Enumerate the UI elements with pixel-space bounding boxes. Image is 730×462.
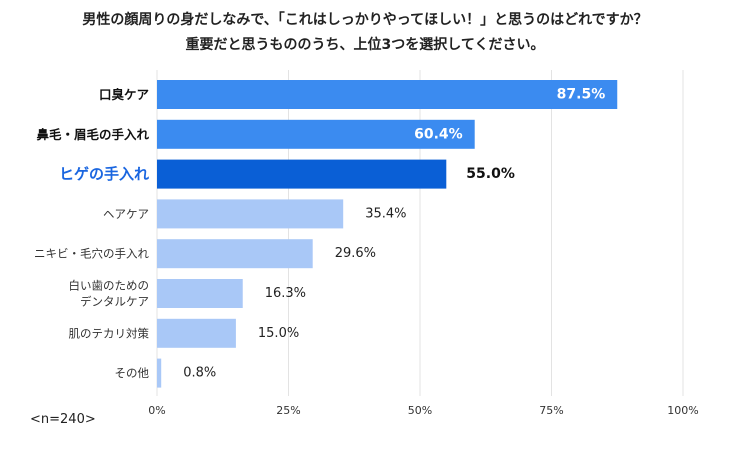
bar [157, 318, 236, 348]
data-label: 16.3% [265, 286, 306, 301]
data-label: 35.4% [365, 206, 406, 221]
x-tick-label: 100% [667, 404, 698, 417]
sample-size-note: <n=240> [30, 412, 96, 427]
category-label-line: 鼻毛・眉毛の手入れ [36, 127, 149, 142]
x-tick-label: 50% [408, 404, 432, 417]
category-label-line: ニキビ・毛穴の手入れ [34, 247, 149, 261]
category-label-line: 白い歯のための [69, 279, 150, 293]
chart-subtitle: 重要だと思うもののうち、上位3つを選択してください。 [185, 37, 545, 53]
category-label: ヒゲの手入れ [59, 165, 149, 183]
data-label: 55.0% [466, 166, 515, 182]
x-tick-label: 25% [276, 404, 300, 417]
category-label-line: デンタルケア [80, 295, 149, 309]
category-label-line: ヒゲの手入れ [59, 165, 149, 183]
category-label: 肌のテカリ対策 [69, 326, 150, 340]
category-label: 白い歯のためのデンタルケア [69, 279, 150, 309]
bar [157, 80, 618, 109]
bar [157, 239, 313, 269]
category-label-line: 口臭ケア [99, 87, 149, 102]
x-tick-label: 75% [539, 404, 563, 417]
category-label-line: 肌のテカリ対策 [69, 326, 150, 340]
bar [157, 358, 162, 388]
bar [157, 119, 475, 149]
data-label: 29.6% [335, 246, 376, 261]
category-label: ニキビ・毛穴の手入れ [34, 247, 149, 261]
x-tick-label: 0% [148, 404, 165, 417]
bar [157, 279, 243, 308]
category-label: 鼻毛・眉毛の手入れ [36, 127, 149, 142]
category-label: 口臭ケア [99, 87, 149, 102]
data-label: 87.5% [557, 87, 606, 103]
data-label: 15.0% [258, 326, 299, 341]
bar [157, 199, 344, 229]
bar [157, 159, 447, 189]
category-label-line: その他 [115, 366, 150, 380]
category-label-line: ヘアケア [103, 207, 149, 221]
category-label: ヘアケア [103, 207, 149, 221]
chart-title: 男性の顔周りの身だしなみで、「これはしっかりやってほしい！」と思うのはどれですか… [82, 12, 648, 28]
data-label: 60.4% [414, 126, 463, 142]
data-label: 0.8% [183, 366, 216, 381]
category-label: その他 [115, 366, 150, 380]
